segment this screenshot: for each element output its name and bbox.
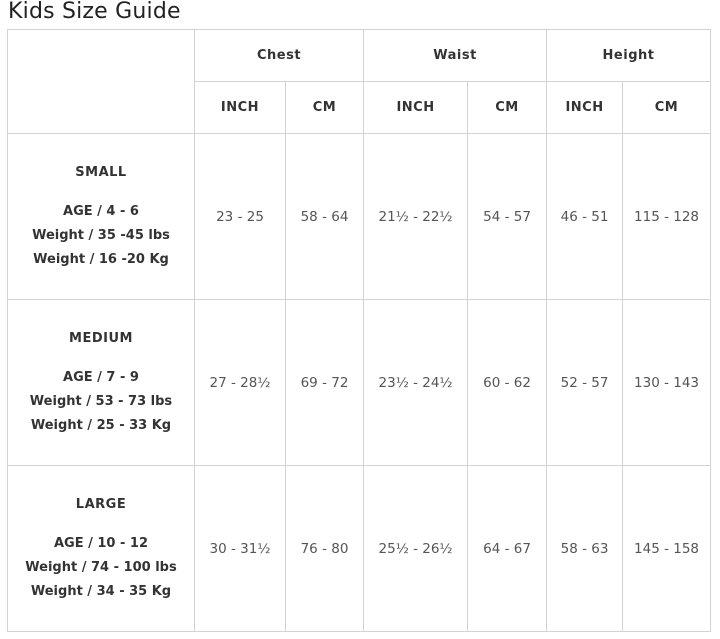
measurement-cell: 69 - 72 — [284, 299, 365, 466]
size-guide-table: Chest Waist Height INCH CM INCH CM INCH … — [7, 29, 712, 632]
measurement-cell: 58 - 63 — [546, 465, 624, 632]
header-chest: Chest — [193, 29, 365, 82]
age-range: AGE / 10 - 12 — [53, 536, 149, 551]
age-range: AGE / 7 - 9 — [63, 370, 139, 385]
unit-header: CM — [622, 81, 712, 134]
size-name: SMALL — [75, 165, 127, 180]
measurement-cell: 58 - 64 — [284, 133, 365, 300]
size-name: MEDIUM — [69, 331, 133, 346]
measurement-cell: 25½ - 26½ — [363, 465, 469, 632]
table-row: MEDIUM AGE / 7 - 9 Weight / 53 - 73 lbs … — [7, 299, 712, 466]
header-height: Height — [546, 29, 712, 82]
size-name: LARGE — [75, 497, 127, 512]
unit-header: CM — [284, 81, 365, 134]
size-cell: MEDIUM AGE / 7 - 9 Weight / 53 - 73 lbs … — [7, 299, 195, 466]
weight-kg: Weight / 16 -20 Kg — [33, 252, 169, 267]
weight-lbs: Weight / 35 -45 lbs — [32, 228, 170, 243]
unit-header: CM — [467, 81, 548, 134]
size-cell: LARGE AGE / 10 - 12 Weight / 74 - 100 lb… — [7, 465, 195, 632]
measurement-cell: 30 - 31½ — [194, 465, 286, 632]
unit-header: INCH — [546, 81, 624, 134]
measurement-cell: 46 - 51 — [546, 133, 624, 300]
measurement-cell: 76 - 80 — [284, 465, 365, 632]
measurement-cell: 145 - 158 — [622, 465, 712, 632]
weight-lbs: Weight / 74 - 100 lbs — [25, 560, 177, 575]
page-title: Kids Size Guide — [8, 0, 181, 24]
measurement-cell: 130 - 143 — [622, 299, 712, 466]
measurement-cell: 52 - 57 — [546, 299, 624, 466]
measurement-cell: 115 - 128 — [622, 133, 712, 300]
measurement-cell: 27 - 28½ — [194, 299, 286, 466]
measurement-cell: 54 - 57 — [467, 133, 548, 300]
measurement-cell: 23½ - 24½ — [363, 299, 469, 466]
age-range: AGE / 4 - 6 — [63, 204, 139, 219]
table-row: SMALL AGE / 4 - 6 Weight / 35 -45 lbs We… — [7, 133, 712, 300]
header-row-units: INCH CM INCH CM INCH CM — [8, 81, 712, 134]
header-waist: Waist — [363, 29, 548, 82]
measurement-cell: 64 - 67 — [467, 465, 548, 632]
weight-lbs: Weight / 53 - 73 lbs — [29, 394, 173, 409]
measurement-cell: 60 - 62 — [467, 299, 548, 466]
size-cell: SMALL AGE / 4 - 6 Weight / 35 -45 lbs We… — [7, 133, 195, 300]
unit-header: INCH — [194, 81, 286, 134]
measurement-cell: 21½ - 22½ — [363, 133, 469, 300]
weight-kg: Weight / 25 - 33 Kg — [30, 418, 172, 433]
table-row: LARGE AGE / 10 - 12 Weight / 74 - 100 lb… — [7, 465, 712, 632]
weight-kg: Weight / 34 - 35 Kg — [30, 584, 172, 599]
header-row-groups: Chest Waist Height — [7, 29, 712, 134]
measurement-cell: 23 - 25 — [194, 133, 286, 300]
corner-cell — [7, 29, 195, 134]
unit-header: INCH — [363, 81, 469, 134]
